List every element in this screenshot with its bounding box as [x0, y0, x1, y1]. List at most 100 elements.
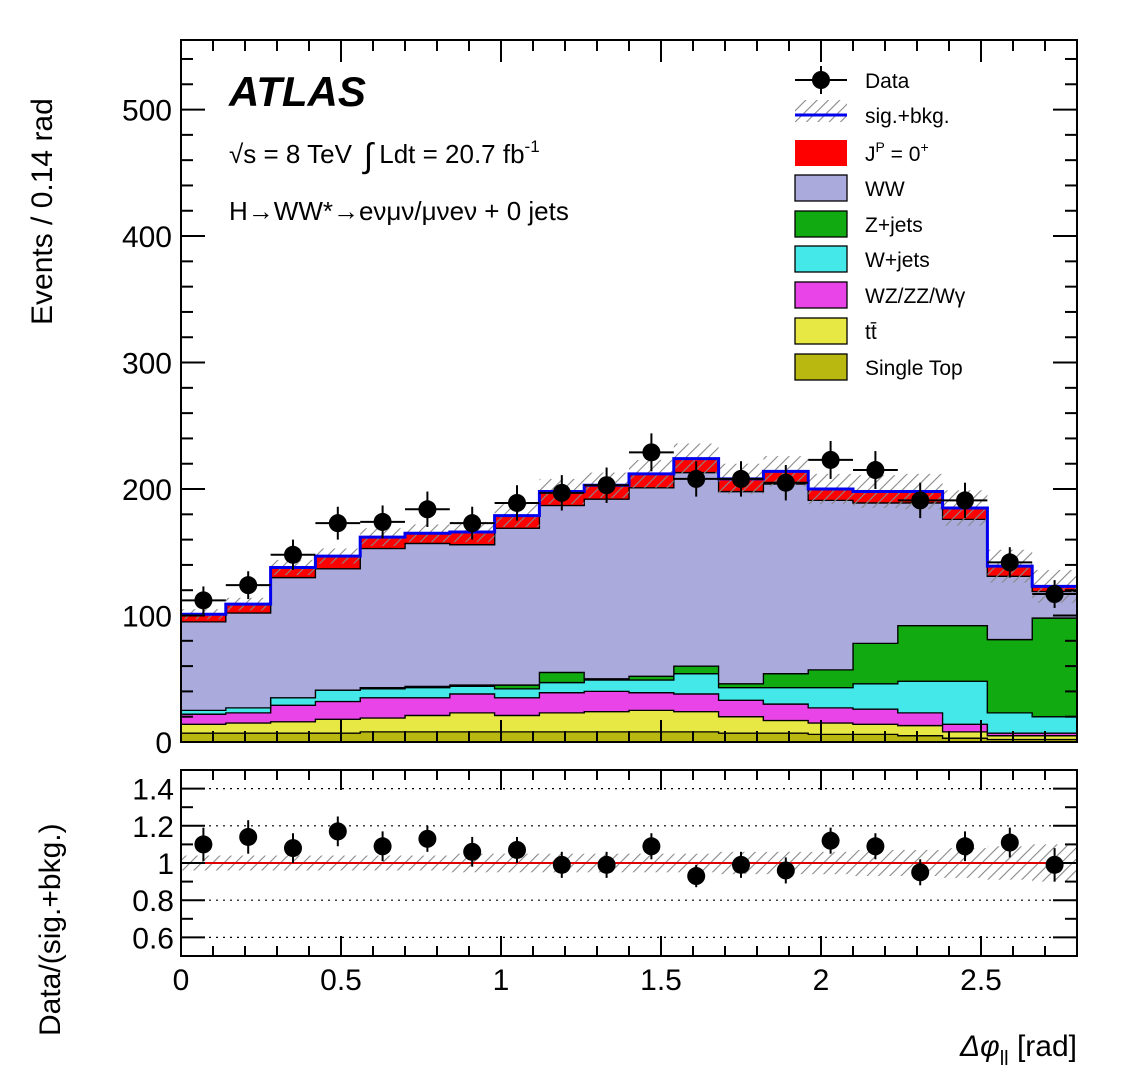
main-y-tick-label: 400 — [122, 221, 172, 254]
lumi-label: Ldt = 20.7 fb — [379, 139, 524, 169]
main-y-tick-label: 300 — [122, 348, 172, 381]
ratio-axis-ticks — [180, 769, 1078, 957]
data-point — [776, 473, 795, 492]
data-point — [911, 491, 930, 510]
x-axis-title-symbol: Δφ — [959, 1030, 1000, 1063]
ratio-point — [597, 855, 616, 874]
main-plot-panel: 0 100 200 300 400 500 — [122, 39, 1078, 760]
ratio-point — [956, 837, 974, 856]
ratio-y-tick-labels: 0.6 0.8 1 1.2 1.4 — [132, 774, 174, 956]
data-point — [1045, 585, 1064, 604]
lumi-exponent: -1 — [525, 137, 540, 156]
x-tick-label: 1 — [493, 964, 510, 997]
data-point — [328, 514, 347, 533]
data-point — [418, 500, 437, 519]
legend-entry-zjets: Z+jets — [794, 210, 923, 238]
ratio-point — [1000, 833, 1019, 852]
main-y-axis-title: Events / 0.14 rad — [26, 98, 59, 325]
data-point — [642, 443, 661, 462]
ratio-point — [328, 822, 347, 841]
ratio-y-axis-title: Data/(sig.+bkg.) — [34, 823, 67, 1036]
legend-swatch-ww — [794, 174, 848, 202]
main-y-tick-label: 200 — [122, 474, 172, 507]
x-tick-label: 1.5 — [640, 964, 682, 997]
legend-label-signal: JP = 0+ — [865, 139, 929, 166]
main-y-tick-labels: 0 100 200 300 400 500 — [122, 95, 172, 760]
ratio-point — [911, 863, 930, 882]
main-y-tick-label: 500 — [122, 95, 172, 128]
ratio-point — [418, 829, 437, 848]
ratio-point — [687, 867, 706, 886]
ratio-data-points — [194, 816, 1064, 888]
atlas-label: ATLAS — [228, 68, 366, 115]
data-point — [239, 576, 258, 595]
ratio-point — [642, 837, 661, 856]
data-point — [821, 450, 840, 469]
ratio-point — [866, 837, 885, 856]
data-point — [552, 483, 571, 502]
legend-entry-data: Data — [795, 66, 910, 94]
legend-label-singletop: Single Top — [865, 357, 963, 380]
legend-swatch-wjets — [794, 245, 848, 273]
ratio-point — [463, 842, 482, 861]
legend-data-marker — [812, 71, 830, 89]
ratio-y-tick-label: 1.2 — [132, 811, 174, 844]
main-y-tick-label: 0 — [155, 727, 172, 760]
energy-label: √s = 8 TeV — [229, 139, 353, 169]
main-axis-ticks — [180, 40, 1078, 743]
energy-lumi-label: √s = 8 TeV ∫ Ldt = 20.7 fb-1 — [229, 137, 540, 175]
legend-swatch-ttbar — [794, 317, 848, 345]
ratio-point — [239, 827, 258, 846]
legend-entry-diboson: WZ/ZZ/Wγ — [794, 281, 966, 309]
legend-entry-ttbar: tt̄ — [794, 317, 877, 345]
ratio-y-tick-label: 1.4 — [132, 774, 174, 807]
data-point — [956, 491, 974, 510]
legend-entry-wjets: W+jets — [794, 245, 930, 273]
data-point — [194, 591, 213, 610]
legend-swatch-singletop — [794, 353, 848, 381]
data-point — [508, 493, 526, 512]
ratio-point — [552, 855, 571, 874]
legend: Data sig.+bkg. JP = 0+ WW Z+jets W+jets WZ/ZZ/… — [794, 66, 966, 381]
data-point — [463, 514, 482, 533]
legend-label-zjets: Z+jets — [865, 214, 923, 237]
ratio-point — [776, 861, 795, 880]
ratio-point — [1045, 855, 1064, 874]
legend-label-ww: WW — [865, 178, 905, 201]
ratio-point — [821, 831, 840, 850]
legend-entry-singletop: Single Top — [794, 353, 963, 381]
main-y-tick-label: 100 — [122, 601, 172, 634]
data-point — [373, 512, 392, 531]
ratio-point — [732, 855, 750, 874]
ratio-point — [373, 837, 392, 856]
legend-swatch-zjets — [794, 210, 848, 238]
x-axis-title-unit: [rad] — [1017, 1030, 1077, 1063]
legend-label-diboson: WZ/ZZ/Wγ — [865, 285, 966, 308]
data-point — [687, 469, 706, 488]
legend-entry-total: sig.+bkg. — [795, 100, 950, 128]
channel-label: H→WW*→eνμν/μνeν + 0 jets — [229, 196, 569, 226]
legend-entry-ww: WW — [794, 174, 905, 202]
legend-label-ttbar: tt̄ — [865, 321, 877, 344]
x-tick-label: 2.5 — [960, 964, 1002, 997]
ratio-y-tick-label: 1 — [157, 848, 174, 881]
data-point — [284, 545, 302, 564]
data-point — [1000, 553, 1019, 572]
x-tick-label: 0.5 — [320, 964, 362, 997]
ratio-point — [194, 835, 213, 854]
ratio-y-tick-label: 0.6 — [132, 922, 174, 955]
ratio-y-tick-label: 0.8 — [132, 885, 174, 918]
legend-label-data: Data — [865, 70, 910, 93]
x-tick-label: 0 — [173, 964, 190, 997]
x-axis-title: Δφll [rad] — [959, 1030, 1077, 1070]
legend-swatch-diboson — [794, 281, 848, 309]
legend-label-total: sig.+bkg. — [865, 105, 950, 128]
legend-total-hatch — [795, 100, 847, 122]
legend-label-wjets: W+jets — [865, 249, 930, 272]
data-points — [181, 433, 1077, 615]
data-point — [732, 469, 750, 488]
data-point — [866, 461, 885, 480]
legend-entry-signal: JP = 0+ — [795, 139, 929, 166]
ratio-point — [508, 840, 526, 859]
